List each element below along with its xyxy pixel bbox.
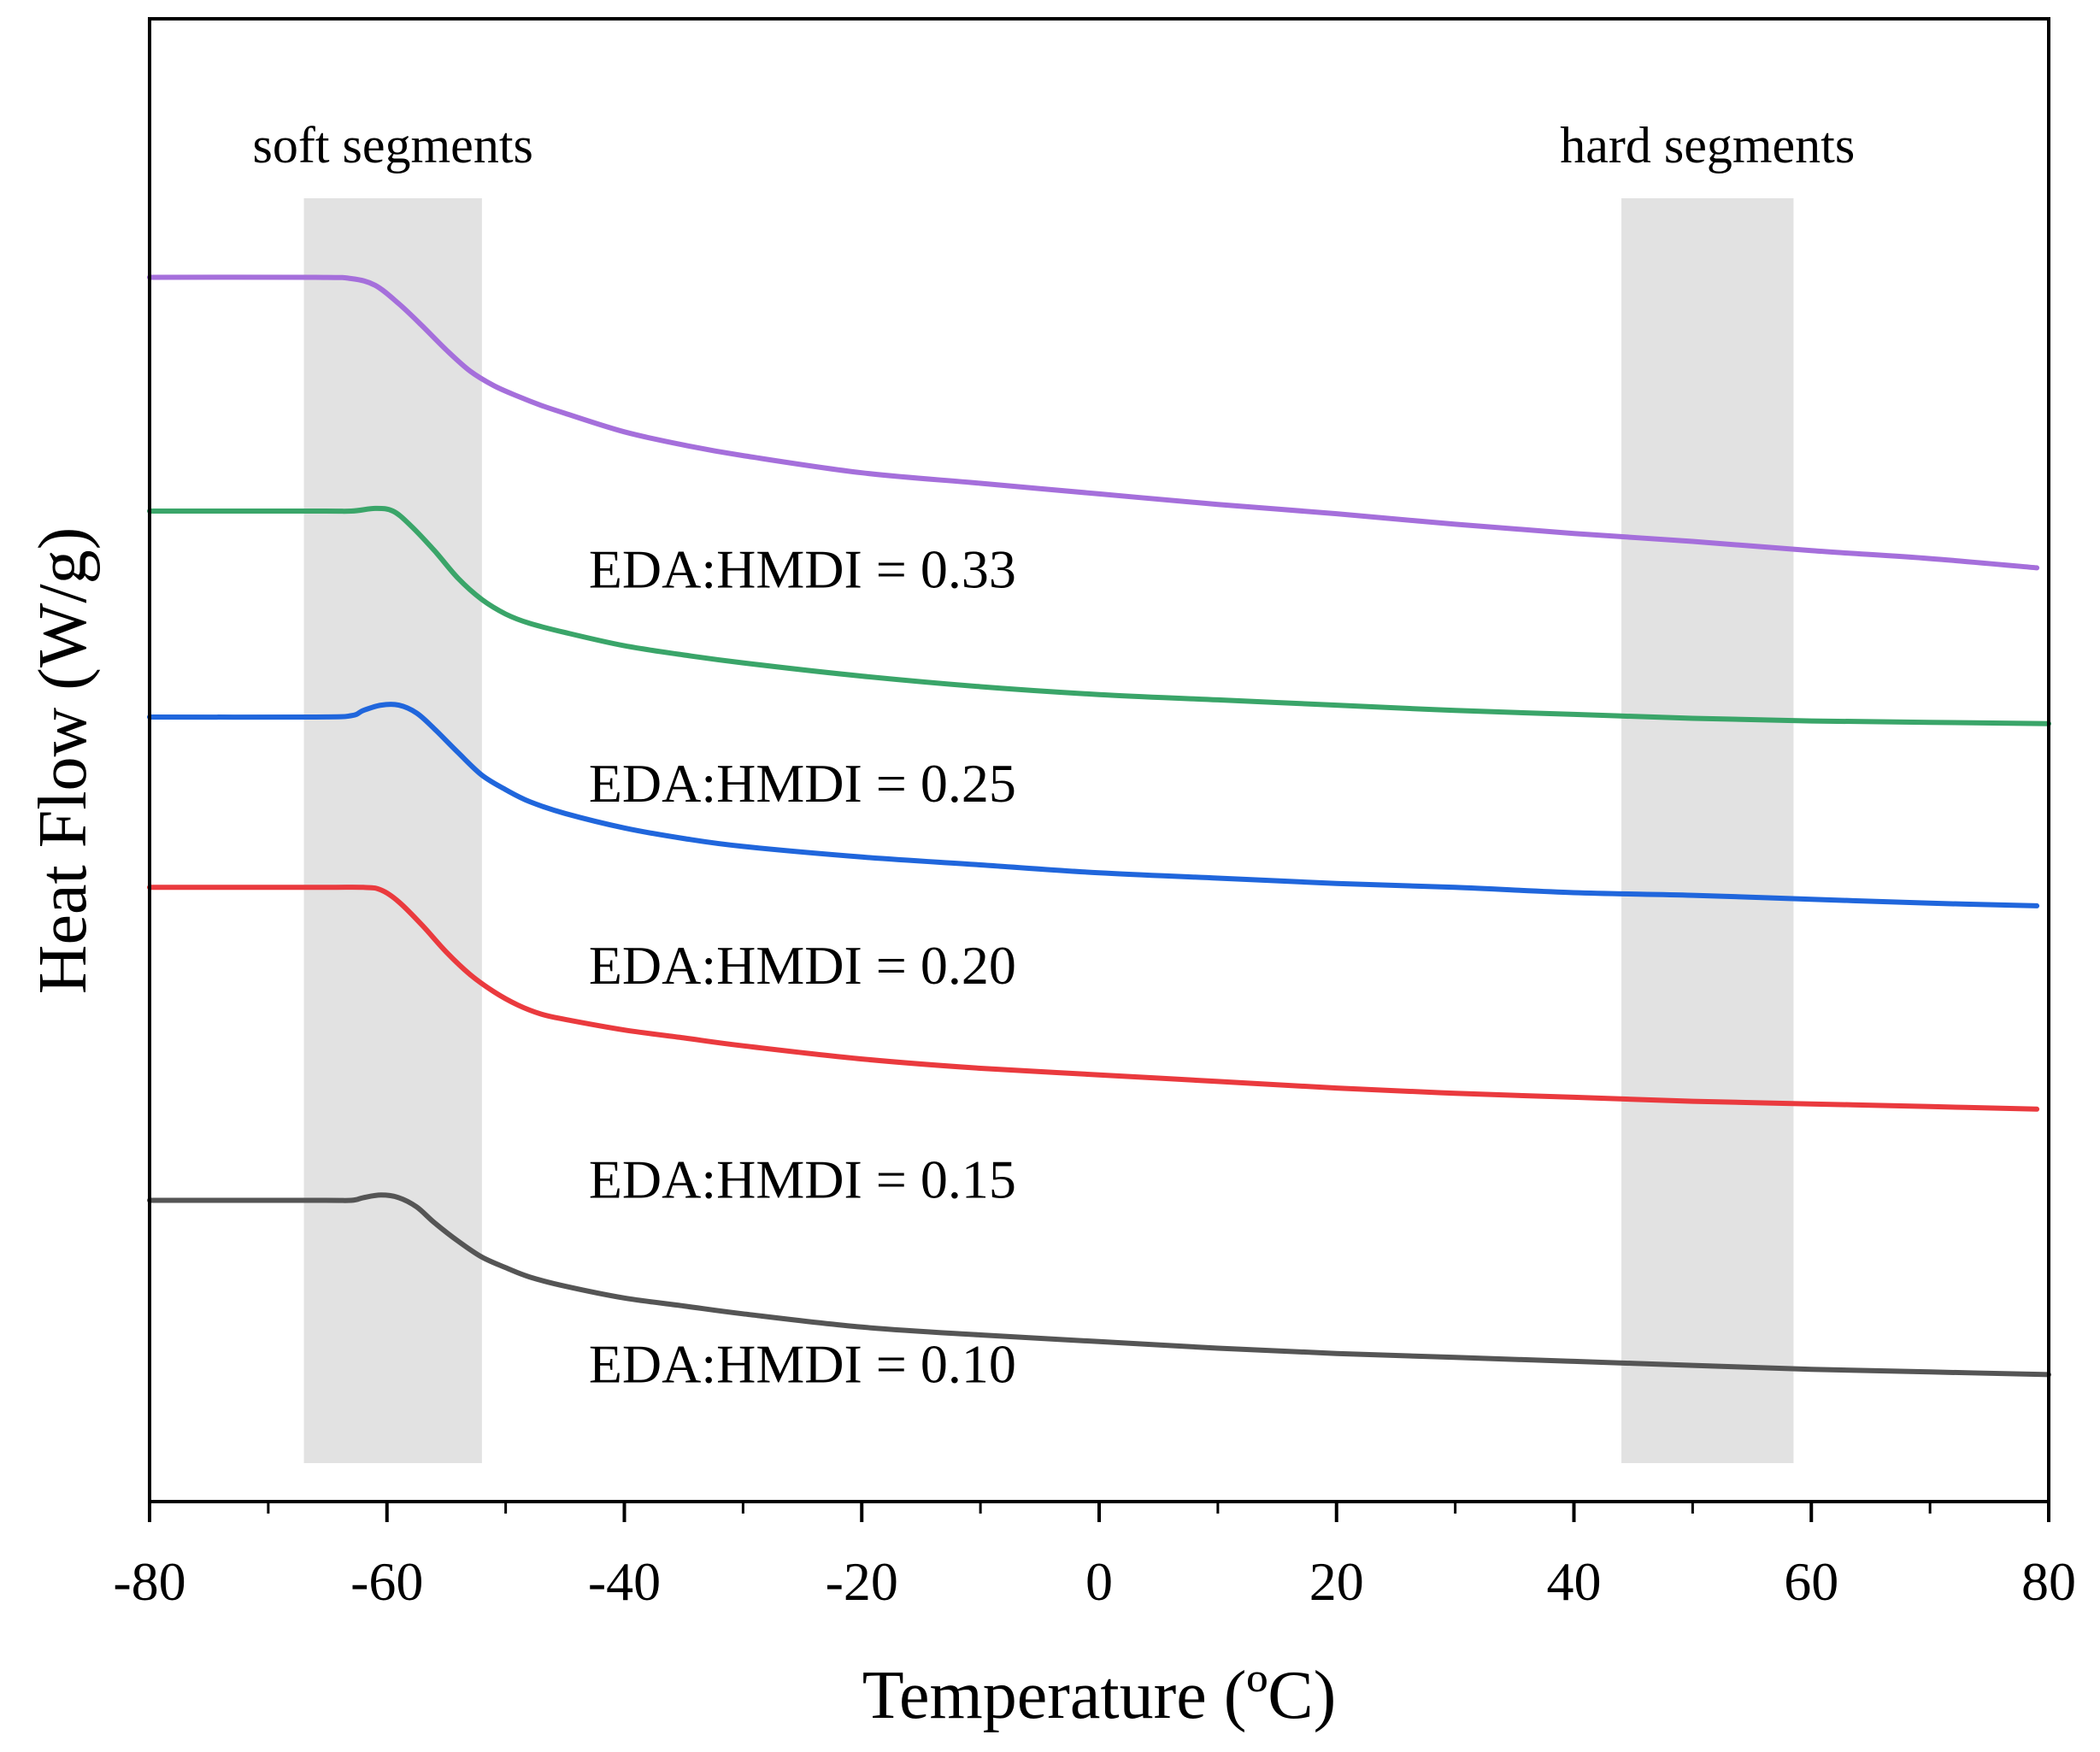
y-axis-title: Heat Flow (W/g)	[26, 527, 101, 995]
x-tick-label: 80	[2021, 1551, 2076, 1612]
x-tick-label: -80	[113, 1551, 185, 1612]
x-tick-label: -20	[826, 1551, 898, 1612]
x-tick-label: 0	[1085, 1551, 1113, 1612]
x-tick-label: 20	[1309, 1551, 1364, 1612]
series-label-eda-hmdi-0-15: EDA:HMDI = 0.15	[589, 1149, 1016, 1209]
x-tick-label: 60	[1784, 1551, 1838, 1612]
shaded-regions	[303, 198, 1794, 1463]
series-label-eda-hmdi-0-33: EDA:HMDI = 0.33	[589, 539, 1016, 600]
series-line-eda-hmdi-0-15	[147, 885, 2040, 1112]
series-label-eda-hmdi-0-10: EDA:HMDI = 0.10	[589, 1334, 1016, 1395]
series-label-eda-hmdi-0-25: EDA:HMDI = 0.25	[589, 753, 1016, 814]
series-label-eda-hmdi-0-20: EDA:HMDI = 0.20	[589, 935, 1016, 996]
shaded-region-hard-segments	[1621, 198, 1794, 1463]
series-lines	[147, 274, 2051, 1378]
series-line-eda-hmdi-0-10	[147, 1192, 2051, 1378]
series-line-eda-hmdi-0-20	[147, 702, 2040, 908]
shaded-region-label-hard-segments: hard segments	[1560, 117, 1855, 173]
shaded-region-label-soft-segments: soft segments	[253, 117, 533, 173]
series-line-eda-hmdi-0-33	[147, 274, 2040, 571]
x-axis-title: Temperature (ºC)	[862, 1658, 1337, 1733]
x-axis-tick-labels: -80 -60 -40 -20 0 20 40 60 80	[113, 1551, 2076, 1612]
series-line-eda-hmdi-0-25	[147, 505, 2051, 726]
x-tick-label: 40	[1547, 1551, 1602, 1612]
shaded-region-labels: soft segments hard segments	[253, 117, 1856, 173]
x-axis-ticks	[148, 1502, 2050, 1522]
x-tick-label: -60	[350, 1551, 423, 1612]
shaded-region-soft-segments	[303, 198, 482, 1463]
series-labels: EDA:HMDI = 0.33 EDA:HMDI = 0.25 EDA:HMDI =…	[589, 539, 1016, 1395]
x-tick-label: -40	[588, 1551, 661, 1612]
